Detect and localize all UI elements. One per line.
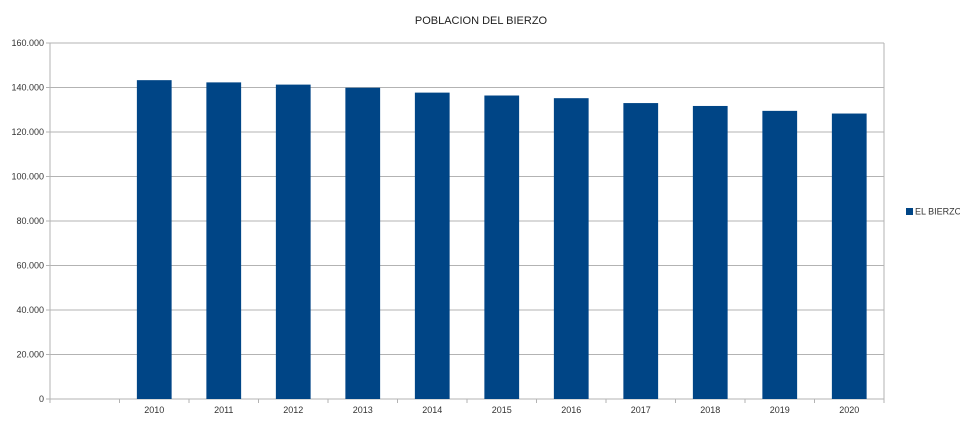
x-tick-label: 2014	[422, 405, 442, 415]
x-tick-label: 2013	[353, 405, 373, 415]
bar-2018	[692, 105, 728, 399]
x-tick-label: 2015	[492, 405, 512, 415]
bar-2020	[831, 113, 867, 399]
bar-2019	[762, 110, 798, 400]
axes	[46, 42, 885, 403]
x-tick-label: 2010	[144, 405, 164, 415]
y-tick-label: 0	[39, 394, 44, 404]
x-tick-label: 2012	[283, 405, 303, 415]
bars	[136, 80, 867, 400]
bar-2010	[136, 80, 172, 399]
y-tick-label: 140.000	[11, 83, 44, 93]
bar-2016	[553, 98, 589, 400]
gridlines	[50, 42, 884, 400]
y-tick-label: 120.000	[11, 127, 44, 137]
x-tick-label: 2016	[561, 405, 581, 415]
legend-label: EL BIERZO	[915, 207, 960, 217]
x-tick-label: 2011	[214, 405, 233, 415]
legend-swatch	[906, 208, 913, 215]
bar-2017	[623, 103, 659, 399]
x-tick-label: 2018	[700, 405, 720, 415]
y-tick-label: 100.000	[11, 172, 44, 182]
bar-2014	[414, 92, 450, 400]
y-tick-label: 160.000	[11, 38, 44, 48]
legend: EL BIERZO	[906, 207, 960, 217]
bar-2012	[275, 84, 311, 400]
y-tick-label: 80.000	[16, 216, 44, 226]
x-tick-labels: 2010 2011 2012 2013 2014 2015 2016 2017 2018 2019…	[144, 405, 859, 415]
x-tick-label: 2017	[631, 405, 651, 415]
bar-2013	[345, 87, 381, 399]
x-tick-label: 2019	[770, 405, 790, 415]
y-tick-labels: 0 20.000 40.000 60.000 80.000 100.000 120.000 1…	[11, 38, 44, 404]
y-tick-label: 40.000	[16, 305, 44, 315]
y-tick-label: 60.000	[16, 261, 44, 271]
bar-2011	[206, 82, 242, 399]
y-tick-label: 20.000	[16, 350, 44, 360]
chart-title: POBLACION DEL BIERZO	[415, 15, 548, 27]
bar-2015	[484, 95, 520, 399]
x-tick-label: 2020	[839, 405, 859, 415]
